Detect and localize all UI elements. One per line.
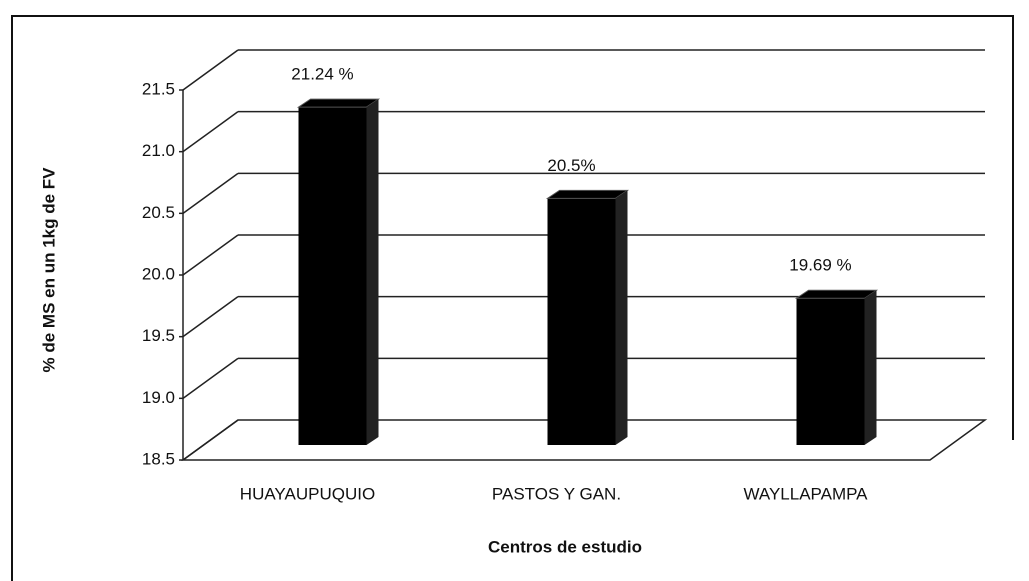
y-tick-label: 18.5 bbox=[142, 449, 175, 468]
y-axis-title: % de MS en un 1kg de FV bbox=[39, 167, 58, 373]
x-axis-title: Centros de estudio bbox=[488, 537, 642, 556]
y-tick-label: 20.0 bbox=[142, 264, 175, 283]
bar-side bbox=[864, 290, 877, 445]
y-tick-label: 20.5 bbox=[142, 203, 175, 222]
y-tick-label: 19.0 bbox=[142, 388, 175, 407]
data-label: 19.69 % bbox=[789, 256, 851, 275]
x-tick-label: HUAYAUPUQUIO bbox=[240, 484, 375, 503]
side-grid-line bbox=[182, 419, 239, 461]
y-tick-label: 21.0 bbox=[142, 141, 175, 160]
bar-side bbox=[366, 99, 379, 446]
x-tick-label: WAYLLAPAMPA bbox=[743, 484, 868, 503]
bar-top bbox=[296, 98, 381, 108]
side-grid-line bbox=[182, 111, 239, 153]
x-tick-label: PASTOS Y GAN. bbox=[492, 484, 621, 503]
bar-side bbox=[615, 190, 628, 445]
bar-top bbox=[545, 189, 630, 199]
side-grid-line bbox=[182, 234, 239, 276]
bar-top bbox=[794, 289, 879, 299]
data-label: 20.5% bbox=[547, 156, 595, 175]
side-grid-line bbox=[182, 49, 239, 91]
side-grid-line bbox=[182, 172, 239, 214]
y-tick-label: 21.5 bbox=[142, 79, 175, 98]
y-tick-label: 19.5 bbox=[142, 326, 175, 345]
bar bbox=[796, 298, 865, 445]
bar bbox=[298, 107, 367, 446]
side-grid-line bbox=[182, 357, 239, 399]
side-grid-line bbox=[182, 296, 239, 338]
bar bbox=[547, 198, 616, 445]
frame bbox=[11, 15, 1014, 581]
data-label: 21.24 % bbox=[291, 65, 353, 84]
